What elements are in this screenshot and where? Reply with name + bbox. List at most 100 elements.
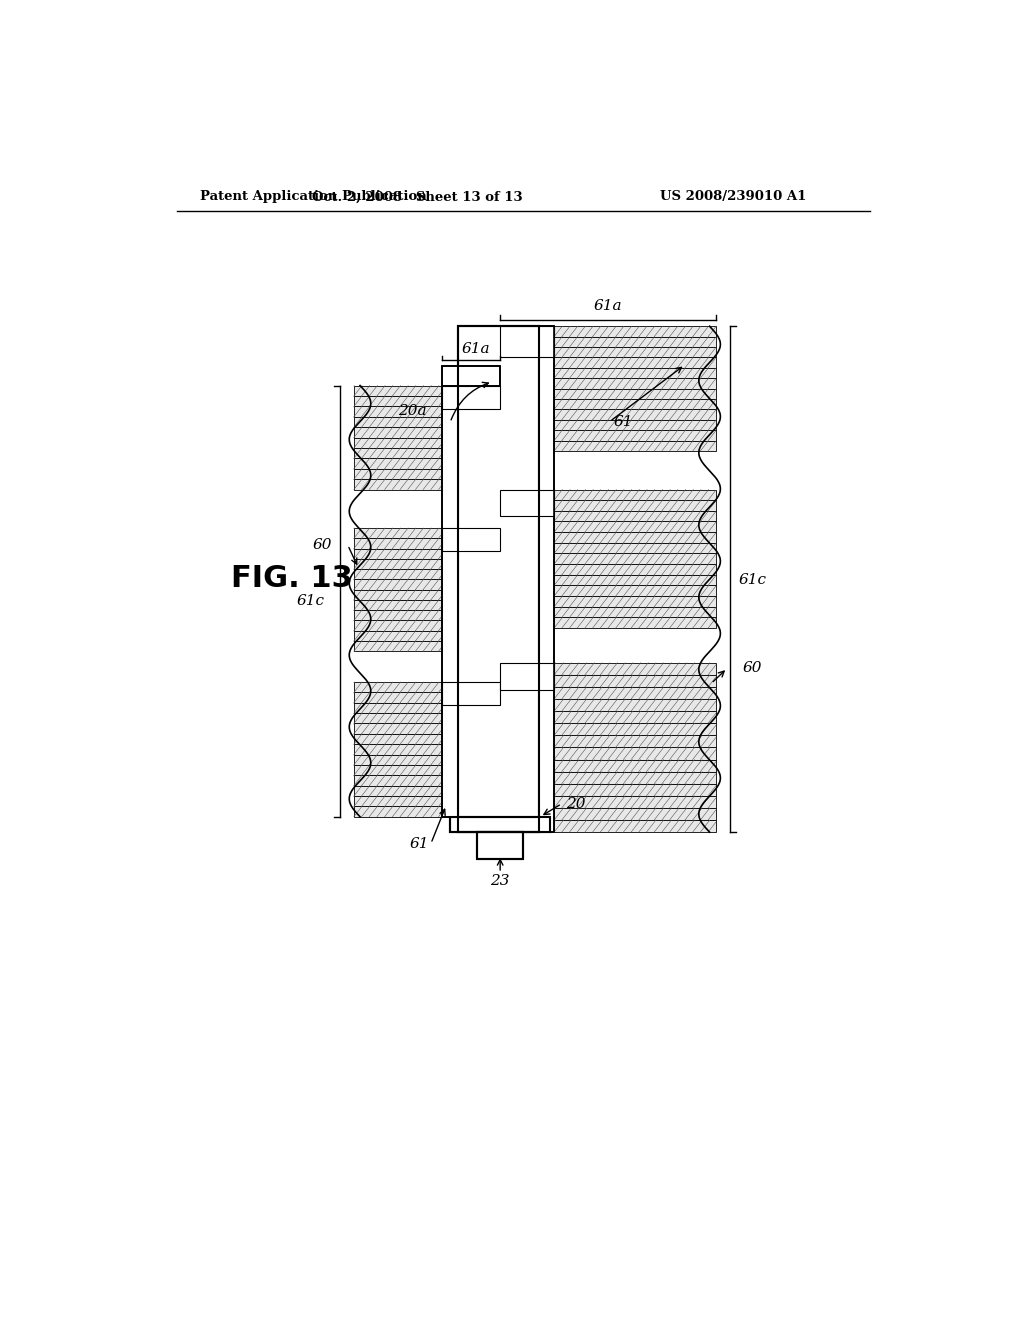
Bar <box>554 511 716 521</box>
Bar <box>554 597 716 607</box>
Bar <box>554 772 716 784</box>
Bar <box>554 368 716 379</box>
Bar <box>354 590 442 599</box>
Bar <box>554 607 716 618</box>
Bar <box>354 631 442 642</box>
Bar <box>354 469 442 479</box>
Bar <box>354 764 442 775</box>
Text: 20a: 20a <box>398 404 427 418</box>
Bar <box>554 618 716 628</box>
Bar <box>354 579 442 590</box>
Bar <box>554 543 716 553</box>
Bar <box>458 326 539 832</box>
Bar <box>458 326 539 832</box>
Text: 61: 61 <box>409 837 429 850</box>
Bar <box>354 479 442 490</box>
Bar <box>354 620 442 631</box>
Bar <box>354 599 442 610</box>
Bar <box>354 744 442 755</box>
Bar <box>554 796 716 808</box>
Bar <box>554 586 716 597</box>
Bar <box>354 447 442 458</box>
Bar <box>554 747 716 759</box>
Bar <box>554 553 716 564</box>
Bar <box>554 399 716 409</box>
Text: 61c: 61c <box>297 594 325 609</box>
Bar <box>554 532 716 543</box>
Bar <box>554 663 716 675</box>
Bar <box>554 347 716 358</box>
Bar <box>442 367 500 385</box>
Bar <box>354 417 442 428</box>
Bar <box>554 564 716 574</box>
Text: 61: 61 <box>613 414 633 429</box>
Text: 60: 60 <box>312 539 333 552</box>
Bar <box>500 326 554 358</box>
Bar <box>451 817 550 832</box>
Bar <box>354 807 442 817</box>
Bar <box>354 642 442 651</box>
Bar <box>554 675 716 686</box>
Bar <box>554 784 716 796</box>
Bar <box>554 820 716 832</box>
Bar <box>354 428 442 437</box>
Bar <box>500 663 554 689</box>
Text: Patent Application Publication: Patent Application Publication <box>200 190 427 203</box>
Bar <box>554 358 716 368</box>
Bar <box>554 409 716 420</box>
Text: US 2008/239010 A1: US 2008/239010 A1 <box>660 190 807 203</box>
Bar <box>442 528 500 552</box>
Bar <box>442 682 500 705</box>
Bar <box>354 723 442 734</box>
Bar <box>500 490 554 516</box>
Bar <box>554 388 716 399</box>
Bar <box>354 396 442 407</box>
Bar <box>354 693 442 702</box>
Bar <box>554 326 716 337</box>
Bar <box>554 490 716 500</box>
Bar <box>354 702 442 713</box>
Bar <box>442 385 458 817</box>
Bar <box>354 796 442 807</box>
Bar <box>354 682 442 693</box>
Bar <box>354 549 442 558</box>
Bar <box>354 755 442 764</box>
Bar <box>354 558 442 569</box>
Bar <box>354 785 442 796</box>
Bar <box>354 539 442 549</box>
Bar <box>451 817 550 832</box>
Bar <box>354 610 442 620</box>
Bar <box>354 437 442 447</box>
Bar <box>539 326 554 832</box>
Bar <box>554 379 716 388</box>
Bar <box>354 734 442 744</box>
Bar <box>554 500 716 511</box>
Bar <box>554 337 716 347</box>
Bar <box>554 686 716 700</box>
Text: 20: 20 <box>565 797 585 810</box>
Bar <box>554 420 716 430</box>
Bar <box>554 700 716 711</box>
Bar <box>354 407 442 417</box>
Text: 61a: 61a <box>461 342 489 356</box>
Bar <box>554 711 716 723</box>
Bar <box>354 528 442 539</box>
Bar <box>354 458 442 469</box>
Bar <box>554 723 716 735</box>
Bar <box>477 832 523 859</box>
Text: FIG. 13: FIG. 13 <box>231 564 353 593</box>
Bar <box>354 713 442 723</box>
Bar <box>554 430 716 441</box>
Bar <box>442 385 500 409</box>
Bar <box>477 832 523 859</box>
Bar <box>554 808 716 820</box>
Bar <box>554 441 716 451</box>
Bar <box>554 759 716 772</box>
Bar <box>442 367 500 385</box>
Text: 61a: 61a <box>594 300 623 313</box>
Bar <box>354 569 442 579</box>
Text: 23: 23 <box>490 874 510 887</box>
Bar <box>554 735 716 747</box>
Text: 60: 60 <box>742 661 762 675</box>
Bar <box>354 385 442 396</box>
